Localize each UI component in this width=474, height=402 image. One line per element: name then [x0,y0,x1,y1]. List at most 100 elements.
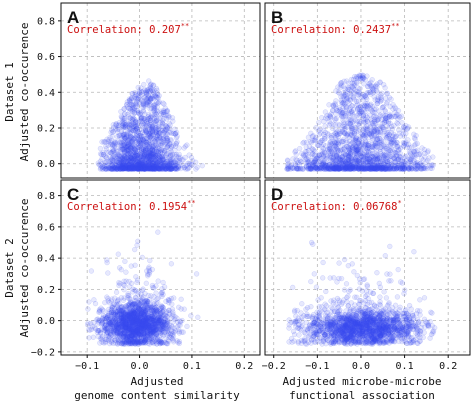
scatter-point [153,111,159,117]
scatter-point [157,166,164,172]
scatter-point [109,163,115,169]
scatter-point [152,162,159,168]
scatter-point [163,163,169,169]
scatter-point [156,158,162,165]
scatter-point [173,140,180,147]
scatter-point [374,84,380,90]
correlation-annotation: Correlation: 0.2437** [271,22,400,36]
scatter-point [121,116,127,122]
scatter-point [119,133,125,139]
scatter-point [151,166,158,172]
scatter-point [152,129,159,135]
scatter-point [128,161,135,168]
scatter-point [357,154,364,161]
scatter-point [128,156,135,162]
scatter-point [121,162,127,168]
scatter-point [133,150,139,157]
scatter-point [111,143,117,149]
scatter-point [422,150,428,156]
scatter-point [128,141,135,147]
scatter-point [142,157,148,164]
scatter-point [110,148,116,155]
scatter-point [151,87,157,94]
scatter-point [109,166,115,172]
scatter-point [146,86,152,92]
scatter-point [167,166,174,172]
scatter-point [323,166,329,172]
scatter-point [285,158,291,164]
scatter-point [127,125,133,131]
scatter-point [130,127,136,134]
scatter-point [113,154,119,160]
scatter-point [140,151,147,157]
scatter-point [139,162,145,168]
scatter-point [102,160,108,166]
scatter-point [169,144,175,150]
scatter-point [123,269,129,275]
significance-stars: ** [391,22,399,30]
scatter-point [147,165,153,171]
scatter-point [110,158,116,164]
scatter-point [149,128,155,135]
scatter-point [134,152,140,159]
scatter-point [142,164,148,170]
scatter-point [156,156,163,162]
scatter-point [147,88,154,94]
scatter-point [366,81,373,87]
scatter-point [155,130,162,137]
scatter-point [143,89,149,95]
scatter-point [123,134,129,141]
scatter-point [337,153,343,159]
scatter-point [386,95,393,101]
row-1-ylabel: Adjusted co-occurence [18,22,31,161]
scatter-point [139,160,146,166]
scatter-point [108,157,114,163]
scatter-point [341,93,348,99]
scatter-point [352,155,359,161]
scatter-point [170,333,177,339]
scatter-point [334,164,340,171]
scatter-point [347,90,353,97]
scatter-point [345,159,351,165]
scatter-point [164,165,170,172]
scatter-point [163,127,169,133]
scatter-point [131,162,138,169]
scatter-point [151,163,157,169]
scatter-point [114,126,120,133]
row-2-labels: Dataset 2 Adjusted co-occurence [3,198,31,337]
scatter-point [138,153,144,159]
scatter-point [151,112,157,118]
scatter-point [169,165,175,171]
scatter-point [333,135,339,141]
scatter-point [162,128,168,134]
scatter-point [153,93,159,99]
scatter-point [156,132,162,138]
scatter-point [154,117,160,123]
scatter-point [391,162,398,169]
scatter-point [163,159,169,165]
scatter-point [126,162,132,168]
scatter-point [295,160,301,166]
scatter-point [155,229,161,235]
scatter-point [143,139,149,145]
scatter-point [150,150,156,156]
scatter-point [121,120,128,126]
scatter-point [110,141,117,147]
scatter-point [382,115,389,121]
scatter-point [123,165,129,171]
scatter-point [147,137,153,144]
scatter-point [367,91,374,97]
scatter-point [133,274,139,280]
scatter-point [135,96,141,102]
scatter-point [397,154,403,160]
scatter-point [144,152,151,158]
scatter-point [362,103,368,109]
scatter-point [303,144,309,150]
scatter-point [137,93,143,99]
col-1-xlabel-line-2: genome content similarity [74,389,240,402]
scatter-point [114,133,120,140]
scatter-point [316,119,322,126]
scatter-point [140,109,147,115]
scatter-point [115,251,121,257]
scatter-point [129,90,135,97]
